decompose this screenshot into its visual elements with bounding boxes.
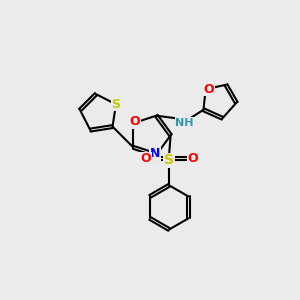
- Text: NH: NH: [175, 118, 194, 128]
- Text: O: O: [130, 115, 140, 128]
- Text: S: S: [112, 98, 121, 111]
- Text: S: S: [164, 153, 174, 167]
- Text: N: N: [150, 147, 160, 160]
- Text: O: O: [140, 152, 151, 165]
- Text: O: O: [203, 82, 214, 96]
- Text: O: O: [188, 152, 198, 165]
